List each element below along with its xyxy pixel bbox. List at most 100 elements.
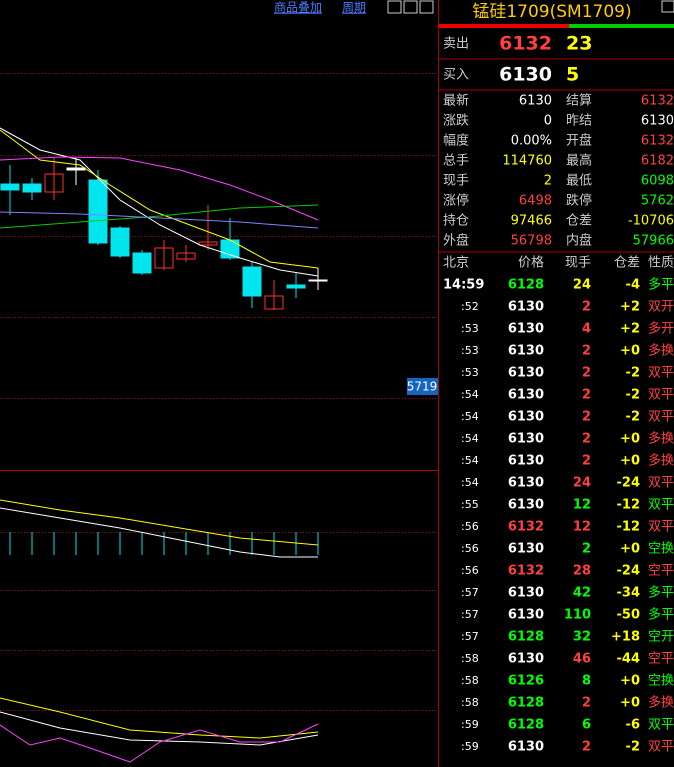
tick-time: :58 — [461, 696, 479, 709]
stat-label: 总手 — [443, 154, 469, 169]
quote-price: 6130 — [499, 64, 552, 86]
tick-volume: 2 — [582, 740, 591, 755]
tick-header: 北京 — [443, 256, 469, 271]
tick-change: +0 — [620, 674, 640, 689]
tick-change: -24 — [617, 476, 641, 491]
ma-line — [0, 127, 319, 277]
candle-body — [176, 252, 196, 260]
tick-nature: 双平 — [648, 520, 674, 535]
tick-price: 6130 — [508, 476, 544, 491]
tick-volume: 32 — [573, 630, 591, 645]
quote-label: 买入 — [443, 68, 469, 83]
tick-nature: 空平 — [648, 652, 674, 667]
tick-change: +0 — [620, 432, 640, 447]
stat-value: 0.00% — [511, 134, 552, 149]
tick-header: 价格 — [518, 255, 544, 271]
ma-line — [0, 129, 319, 269]
tick-time: :56 — [461, 542, 479, 555]
tick-volume: 2 — [582, 388, 591, 403]
stat-label: 幅度 — [443, 133, 469, 149]
price-tag-box — [407, 378, 438, 395]
tick-volume: 28 — [573, 564, 591, 579]
tick-time: :52 — [461, 300, 479, 313]
tick-time: :54 — [461, 432, 479, 445]
tick-volume: 12 — [573, 498, 591, 513]
tick-header: 仓差 — [614, 256, 640, 271]
stat-value: 0 — [544, 114, 552, 129]
tick-time: :58 — [461, 674, 479, 687]
tick-change: -12 — [617, 520, 641, 535]
stat-value: 6098 — [641, 174, 674, 189]
tick-time: :55 — [461, 498, 479, 511]
stat-label: 涨跌 — [443, 113, 469, 129]
tick-price: 6130 — [508, 498, 544, 513]
tick-nature: 双平 — [648, 476, 674, 491]
tick-price: 6130 — [508, 608, 544, 623]
tick-nature: 双开 — [648, 300, 674, 315]
tick-time: :57 — [461, 630, 479, 643]
tick-nature: 双平 — [648, 718, 674, 733]
candle-body — [242, 266, 262, 297]
candle-body — [220, 239, 240, 259]
tick-nature: 多换 — [648, 431, 674, 447]
tick-change: -34 — [617, 586, 641, 601]
candle-body — [0, 183, 20, 191]
tick-time: :54 — [461, 476, 479, 489]
overlay-button[interactable]: 商品叠加 — [274, 0, 322, 15]
tick-price: 6130 — [508, 300, 544, 315]
stat-label: 内盘 — [566, 233, 592, 249]
tick-change: -4 — [626, 278, 640, 293]
stat-label: 跌停 — [566, 193, 592, 209]
price-tag: 5719 — [407, 380, 438, 394]
tick-change: +2 — [620, 322, 640, 337]
tick-price: 6128 — [508, 718, 544, 733]
tick-volume: 46 — [573, 652, 591, 667]
period-button[interactable]: 周期 — [342, 1, 366, 15]
tick-nature: 多平 — [648, 277, 674, 293]
tick-nature: 双平 — [648, 388, 674, 403]
tick-change: +18 — [611, 630, 640, 645]
tick-change: -2 — [626, 366, 640, 381]
tick-time: :56 — [461, 520, 479, 533]
candle-body — [264, 295, 284, 310]
tick-time: :58 — [461, 652, 479, 665]
tick-nature: 多平 — [648, 585, 674, 601]
tick-change: -44 — [617, 652, 641, 667]
tick-time: :54 — [461, 454, 479, 467]
tick-nature: 双平 — [648, 366, 674, 381]
tick-volume: 110 — [564, 608, 591, 623]
tick-price: 6126 — [508, 674, 544, 689]
tick-volume: 2 — [582, 454, 591, 469]
tick-change: -2 — [626, 410, 640, 425]
tick-price: 6130 — [508, 322, 544, 337]
nav-icons[interactable] — [387, 0, 434, 14]
candle-body — [88, 179, 108, 244]
tick-nature: 空平 — [648, 564, 674, 579]
candle-body — [132, 252, 152, 274]
tick-price: 6130 — [508, 344, 544, 359]
tick-volume: 2 — [582, 432, 591, 447]
ma-line — [0, 204, 319, 229]
tick-change: +0 — [620, 542, 640, 557]
tick-volume: 2 — [582, 344, 591, 359]
tick-time: :53 — [461, 322, 479, 335]
tick-nature: 双平 — [648, 740, 674, 755]
tick-price: 6130 — [508, 652, 544, 667]
tick-time: :53 — [461, 366, 479, 379]
bid-ask-bar — [439, 24, 569, 28]
tick-nature: 空开 — [648, 630, 674, 645]
tick-change: -2 — [626, 740, 640, 755]
indicator-line — [0, 507, 318, 558]
stat-value: 6132 — [641, 94, 674, 109]
tick-time: 14:59 — [443, 278, 484, 293]
tick-volume: 42 — [573, 586, 591, 601]
stat-value: 114760 — [502, 154, 552, 169]
candle-body — [44, 173, 64, 193]
stat-label: 涨停 — [443, 193, 469, 209]
tick-price: 6128 — [508, 630, 544, 645]
tick-nature: 多换 — [648, 695, 674, 711]
tick-price: 6130 — [508, 740, 544, 755]
stat-label: 持仓 — [443, 214, 469, 229]
window-icon[interactable] — [661, 0, 674, 13]
